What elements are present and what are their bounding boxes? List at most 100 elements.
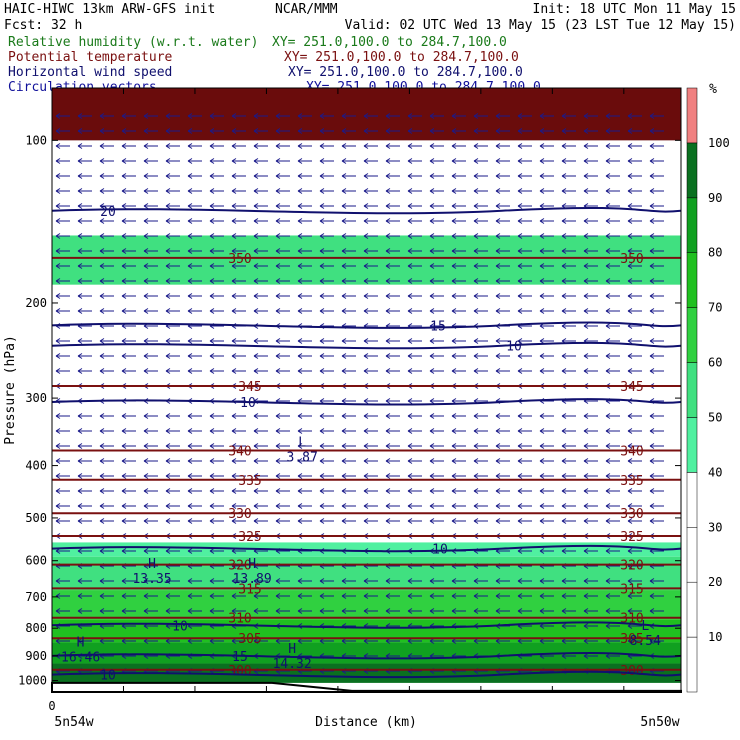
wind-vector-head — [297, 428, 303, 434]
wind-vector-head — [99, 458, 105, 464]
wind-vector-head — [209, 248, 215, 254]
wind-vector-head — [253, 248, 259, 254]
wind-vector-head — [517, 368, 523, 374]
wind-vector-head — [561, 458, 567, 464]
theta-contour-label: 315 — [620, 582, 643, 597]
wind-vector — [297, 338, 312, 344]
colorbar-segment — [686, 362, 698, 418]
wind-vector — [275, 128, 290, 134]
wind-vector-head — [429, 458, 435, 464]
wind-vector — [627, 173, 642, 179]
wind-vector-head — [583, 293, 589, 299]
wind-vector-head — [319, 218, 325, 224]
wind-vector — [407, 593, 422, 599]
wind-vector — [561, 503, 576, 509]
wind-vector-head — [451, 203, 457, 209]
wind-vector-head — [231, 368, 237, 374]
wind-vector-head — [341, 578, 347, 584]
wind-vector — [77, 338, 92, 344]
wind-vector-head — [407, 278, 413, 284]
wind-vector — [187, 293, 202, 299]
wind-vector — [55, 368, 70, 374]
wind-vector — [473, 203, 488, 209]
wind-vector-head — [319, 188, 325, 194]
wind-vector-head — [187, 368, 193, 374]
extremum-value: 16.46 — [61, 651, 100, 666]
wind-vector-head — [77, 308, 83, 314]
wind-vector — [385, 173, 400, 179]
wind-vector-head — [297, 488, 303, 494]
wind-vector-head — [539, 263, 545, 269]
wind-vector — [517, 113, 532, 119]
wind-vector-head — [363, 263, 369, 269]
wind-vector — [77, 413, 92, 419]
wind-vector — [77, 458, 92, 464]
wind-vector-head — [407, 608, 413, 614]
theta-contour-label: 300 — [228, 664, 251, 679]
wind-vector — [429, 413, 444, 419]
wind-vector — [473, 518, 488, 524]
wind-vector-head — [627, 143, 633, 149]
wind-vector — [77, 578, 92, 584]
wind-vector — [187, 263, 202, 269]
wind-vector-head — [187, 428, 193, 434]
wind-vector-head — [363, 173, 369, 179]
wind-vector — [627, 443, 642, 449]
wind-vector-head — [165, 593, 171, 599]
wind-vector — [231, 173, 246, 179]
wind-vector-head — [605, 548, 611, 554]
theta-contour-label: 345 — [620, 380, 643, 395]
wind-vector — [561, 458, 576, 464]
wind-vector — [473, 338, 488, 344]
wind-vector-head — [121, 338, 127, 344]
wind-vector — [539, 293, 554, 299]
wind-vector-head — [341, 308, 347, 314]
wind-vector — [165, 368, 180, 374]
wind-vector — [583, 428, 598, 434]
theta-contour-label: 330 — [228, 507, 251, 522]
wind-vector — [605, 548, 620, 554]
wind-vector-head — [209, 203, 215, 209]
wind-vector-head — [231, 488, 237, 494]
wind-vector-head — [429, 578, 435, 584]
wind-vector-head — [77, 413, 83, 419]
wind-vector — [649, 188, 664, 194]
wind-vector-head — [187, 218, 193, 224]
wind-vector — [187, 143, 202, 149]
wind-vector — [253, 203, 268, 209]
wind-vector — [55, 473, 70, 479]
wind-vector — [99, 503, 114, 509]
wind-vector — [429, 458, 444, 464]
wind-vector-head — [55, 578, 61, 584]
wind-vector-head — [165, 368, 171, 374]
wind-vector — [297, 353, 312, 359]
wind-vector-head — [473, 203, 479, 209]
wind-vector-head — [253, 608, 259, 614]
wind-vector-head — [121, 428, 127, 434]
wind-vector-head — [143, 458, 149, 464]
wind-vector — [605, 458, 620, 464]
wind-vector — [385, 413, 400, 419]
wind-vector-head — [495, 518, 501, 524]
wind-vector-head — [605, 503, 611, 509]
wind-vector-head — [627, 578, 633, 584]
wind-vector — [77, 548, 92, 554]
wind-vector-head — [231, 443, 237, 449]
wind-vector — [143, 578, 158, 584]
wind-vector-head — [473, 413, 479, 419]
wind-vector — [121, 518, 136, 524]
wind-vector-head — [649, 578, 655, 584]
wind-vector-head — [451, 218, 457, 224]
wind-vector — [517, 338, 532, 344]
wind-vector — [253, 413, 268, 419]
wind-vector-head — [231, 413, 237, 419]
wind-vector — [99, 473, 114, 479]
wind-vector-head — [583, 473, 589, 479]
wind-vector — [209, 293, 224, 299]
wind-vector-head — [649, 263, 655, 269]
wind-vector-head — [99, 428, 105, 434]
theta-contour-label: 320 — [620, 559, 643, 574]
wind-vector — [209, 353, 224, 359]
wind-vector — [407, 278, 422, 284]
wind-vector-head — [165, 458, 171, 464]
